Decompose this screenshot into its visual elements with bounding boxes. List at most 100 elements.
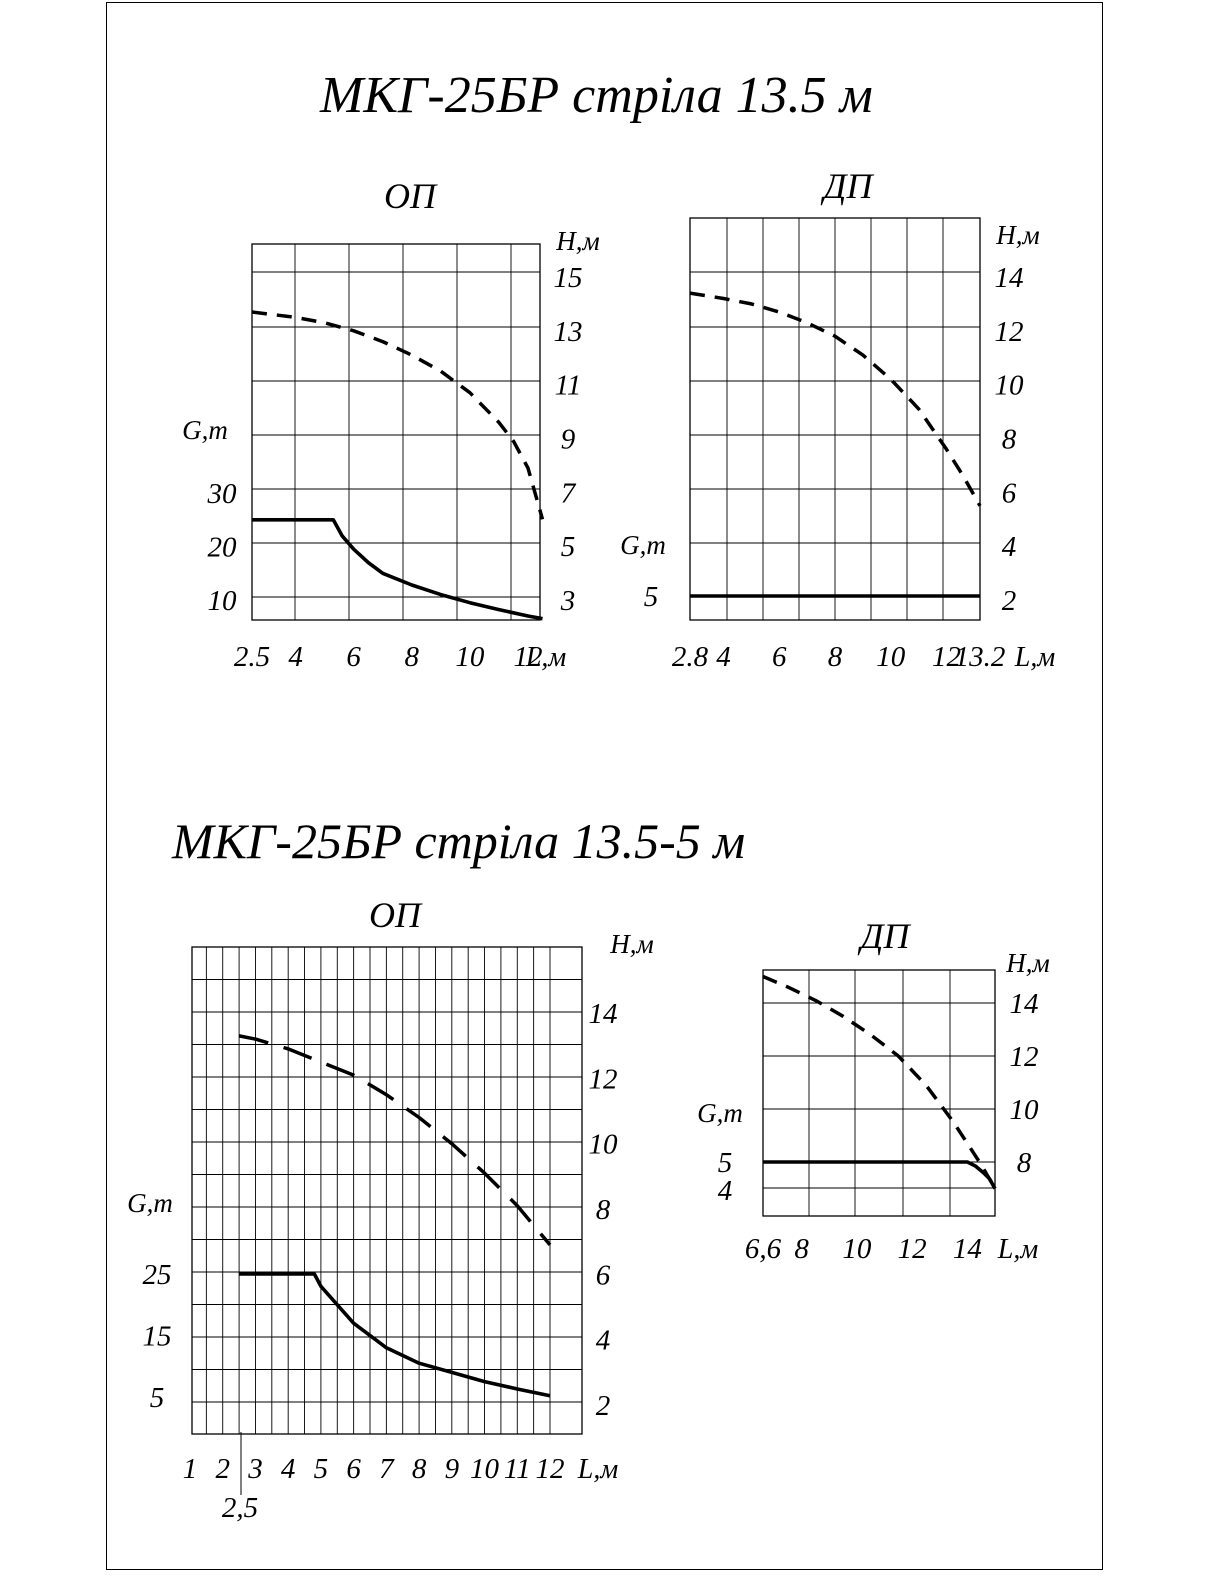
x-tick-label: 9: [445, 1453, 460, 1485]
x-tick-label: 12: [932, 641, 961, 673]
x-tick-label: 5: [314, 1453, 329, 1485]
y-right-tick-label: 5: [561, 531, 576, 563]
y-right-tick-label: 3: [560, 585, 576, 617]
y-left-tick-label: 30: [207, 478, 238, 510]
y-right-tick-label: 6: [1002, 477, 1017, 509]
y-right-tick-label: 14: [589, 998, 618, 1030]
y-left-tick-label: 15: [143, 1321, 172, 1353]
x-tick-label: 2: [215, 1453, 230, 1485]
height-curve-dashed: [238, 1034, 552, 1247]
y-right-tick-label: 4: [596, 1325, 611, 1357]
x-tick-label: 11: [504, 1453, 531, 1485]
y-right-tick-label: 8: [1017, 1147, 1032, 1179]
plot-frame: [251, 243, 541, 621]
x-tick-label: 1: [183, 1453, 198, 1485]
x-tick-label: 10: [455, 641, 485, 673]
x-tick-label: 13.2: [955, 641, 1006, 673]
y-right-tick-label: 12: [589, 1063, 618, 1095]
x-tick-label: 7: [379, 1453, 395, 1485]
x-tick-label: 12: [898, 1233, 927, 1265]
y-right-tick-label: 2: [1002, 585, 1017, 617]
chart-title: ОП: [384, 176, 438, 216]
y-right-tick-label: 10: [1010, 1094, 1040, 1126]
x-tick-label: 8: [828, 641, 843, 673]
y-left-tick-label: 5: [644, 581, 659, 613]
x-axis-label: L,м: [1014, 642, 1056, 673]
x-tick-label: 2.5: [234, 641, 270, 673]
x-axis-label: L,м: [525, 642, 567, 673]
height-curve-dashed: [762, 974, 997, 1190]
y-right-tick-label: 6: [596, 1259, 611, 1291]
x-tick-label: 8: [405, 641, 420, 673]
y-right-tick-label: 9: [561, 424, 576, 456]
x-tick-label: 6: [346, 1453, 361, 1485]
capacity-curve-solid: [763, 1160, 997, 1190]
x-tick-label: 2.8: [672, 641, 709, 673]
x-tick-label: 4: [288, 641, 303, 673]
x-extra-label: 2,5: [222, 1492, 258, 1524]
capacity-curve-solid: [239, 1272, 551, 1398]
y-right-tick-label: 12: [1010, 1041, 1039, 1073]
y-left-tick-label: 20: [208, 532, 238, 564]
y-right-tick-label: 11: [555, 370, 582, 402]
height-curve-dashed: [689, 291, 982, 507]
chart-op-13-5-5: 1 2 3 4 5 6 7 8 9 10 11 122468101214515252,5ОПL,мH,…: [127, 895, 654, 1524]
y-right-tick-label: 15: [554, 262, 583, 294]
y-right-tick-label: 10: [995, 370, 1025, 402]
chart-title: ДП: [858, 916, 912, 956]
x-tick-label: 3: [247, 1453, 263, 1485]
x-tick-label: 6: [772, 641, 787, 673]
y-right-tick-label: 13: [554, 316, 583, 348]
y-right-tick-label: 4: [1002, 531, 1017, 563]
x-tick-label: 12: [514, 641, 543, 673]
x-tick-label: 12: [536, 1453, 565, 1485]
chart-op-13-5: 2.5 4 6 8 10 12 3 5 7 9 11 13 15 10 20 30 ОП L,м H,м G,т: [182, 176, 600, 673]
x-tick-label: 8: [412, 1453, 427, 1485]
chart-title: ДП: [821, 166, 875, 206]
title-boom-13-5-5: МКГ-25БР стріла 13.5-5 м: [172, 813, 746, 869]
y-right-axis-label: H,м: [1005, 948, 1049, 978]
y-left-axis-label: G,т: [697, 1098, 743, 1128]
chart-title: ОП: [369, 895, 423, 935]
y-right-tick-label: 7: [561, 477, 577, 509]
chart-dp-13-5-5: 6,6 8 10 12 14 8 10 12 14 45 ДП L,м H,м G,т: [697, 916, 1050, 1265]
y-right-tick-label: 8: [1002, 424, 1017, 456]
y-left-tick-label: 25: [143, 1259, 172, 1291]
y-right-tick-label: 8: [596, 1194, 611, 1226]
y-right-axis-label: H,м: [609, 929, 653, 959]
y-left-tick-label: 5: [150, 1382, 165, 1414]
x-tick-label: 4: [281, 1453, 296, 1485]
x-tick-label: 10: [876, 641, 906, 673]
title-boom-13-5: МКГ-25БР стріла 13.5 м: [320, 67, 873, 124]
y-left-tick-label: 5: [718, 1147, 733, 1179]
y-left-tick-label: 10: [208, 585, 238, 617]
capacity-curve-solid: [252, 517, 543, 621]
y-right-tick-label: 10: [589, 1129, 619, 1161]
x-tick-label: 6: [346, 641, 361, 673]
x-axis-label: L,м: [577, 1454, 619, 1485]
y-right-axis-label: H,м: [555, 226, 599, 256]
y-right-tick-label: 14: [1010, 988, 1039, 1020]
x-tick-label: 8: [794, 1233, 809, 1265]
plot-frame: [689, 217, 981, 621]
page-frame: [106, 2, 1103, 1570]
y-right-tick-label: 2: [596, 1390, 611, 1422]
y-right-axis-label: H,м: [995, 220, 1039, 250]
plot-frame: [191, 946, 583, 1435]
x-tick-label: 10: [842, 1233, 872, 1265]
height-curve-dashed: [251, 310, 545, 520]
y-right-tick-label: 14: [995, 262, 1024, 294]
x-axis-label: L,м: [997, 1234, 1039, 1265]
y-left-axis-label: G,т: [127, 1188, 173, 1218]
y-left-tick-label: 4: [718, 1175, 733, 1207]
y-left-axis-label: G,т: [182, 415, 228, 445]
plot-frame: [762, 969, 996, 1217]
x-tick-label: 14: [953, 1233, 982, 1265]
x-tick-label: 6,6: [745, 1233, 782, 1265]
y-left-axis-label: G,т: [620, 530, 666, 560]
y-right-tick-label: 12: [995, 316, 1024, 348]
x-tick-label: 4: [716, 641, 731, 673]
x-tick-label: 10: [470, 1453, 500, 1485]
